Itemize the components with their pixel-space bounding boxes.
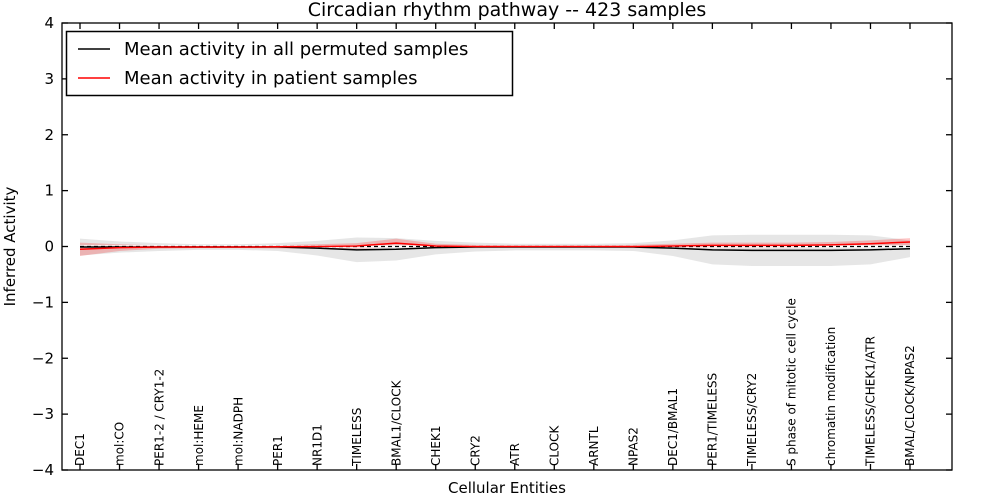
series-lines-layer (79, 241, 911, 252)
x-category-label: PER1 (271, 435, 285, 466)
y-tick-label: 0 (44, 238, 54, 256)
x-category-label: TIMELESS/CHEK1/ATR (864, 336, 878, 467)
x-category-label: DEC1 (73, 433, 87, 466)
chart-title: Circadian rhythm pathway -- 423 samples (308, 0, 707, 21)
x-category-label: ATR (508, 443, 522, 466)
ticks-layer (62, 22, 952, 471)
y-tick-label: −2 (32, 349, 54, 367)
x-category-label: CHEK1 (429, 426, 443, 467)
y-axis-label: Inferred Activity (1, 186, 19, 306)
y-tick-label: −4 (32, 461, 54, 479)
x-category-label: chromatin modification (824, 327, 838, 466)
series-line-patient (79, 241, 911, 251)
x-category-label: DEC1/BMAL1 (666, 388, 680, 466)
y-tick-label: 1 (44, 182, 54, 200)
y-tick-label: −3 (32, 405, 54, 423)
y-tick-label: 3 (44, 70, 54, 88)
x-category-label: BMAL1/CLOCK (389, 379, 403, 466)
x-category-label: S phase of mitotic cell cycle (785, 298, 799, 466)
legend-box (65, 30, 514, 97)
x-category-label: ARNTL (587, 426, 601, 466)
y-tick-label: 4 (44, 14, 54, 32)
tick-labels-layer: −4 −3 −2 −1 0 1 2 3 4 DEC1 mol:CO PER1-2 / CRY1-2 mo… (32, 14, 917, 479)
legend: Mean activity in all permuted samples Me… (65, 30, 514, 97)
x-category-label: CRY2 (468, 435, 482, 466)
permuted-samples-spread-band (80, 234, 910, 267)
x-category-label: BMAL/CLOCK/NPAS2 (903, 345, 917, 466)
x-category-label: mol:HEME (192, 405, 206, 466)
legend-label-permuted: Mean activity in all permuted samples (124, 39, 468, 60)
x-category-label: CLOCK (547, 425, 561, 466)
x-category-label: TIMELESS (350, 408, 364, 467)
x-category-label: mol:CO (113, 422, 127, 466)
x-category-label: TIMELESS/CRY2 (745, 373, 759, 467)
x-axis-label: Cellular Entities (448, 479, 566, 497)
legend-label-patient: Mean activity in patient samples (124, 68, 418, 89)
x-category-label: PER1-2 / CRY1-2 (152, 369, 166, 466)
x-category-label: NR1D1 (310, 424, 324, 466)
x-category-label: PER1/TIMELESS (706, 373, 720, 466)
y-tick-label: 2 (44, 126, 54, 144)
x-category-label: NPAS2 (627, 427, 641, 466)
x-category-label: mol:NADPH (231, 397, 245, 466)
y-tick-label: −1 (32, 293, 54, 311)
